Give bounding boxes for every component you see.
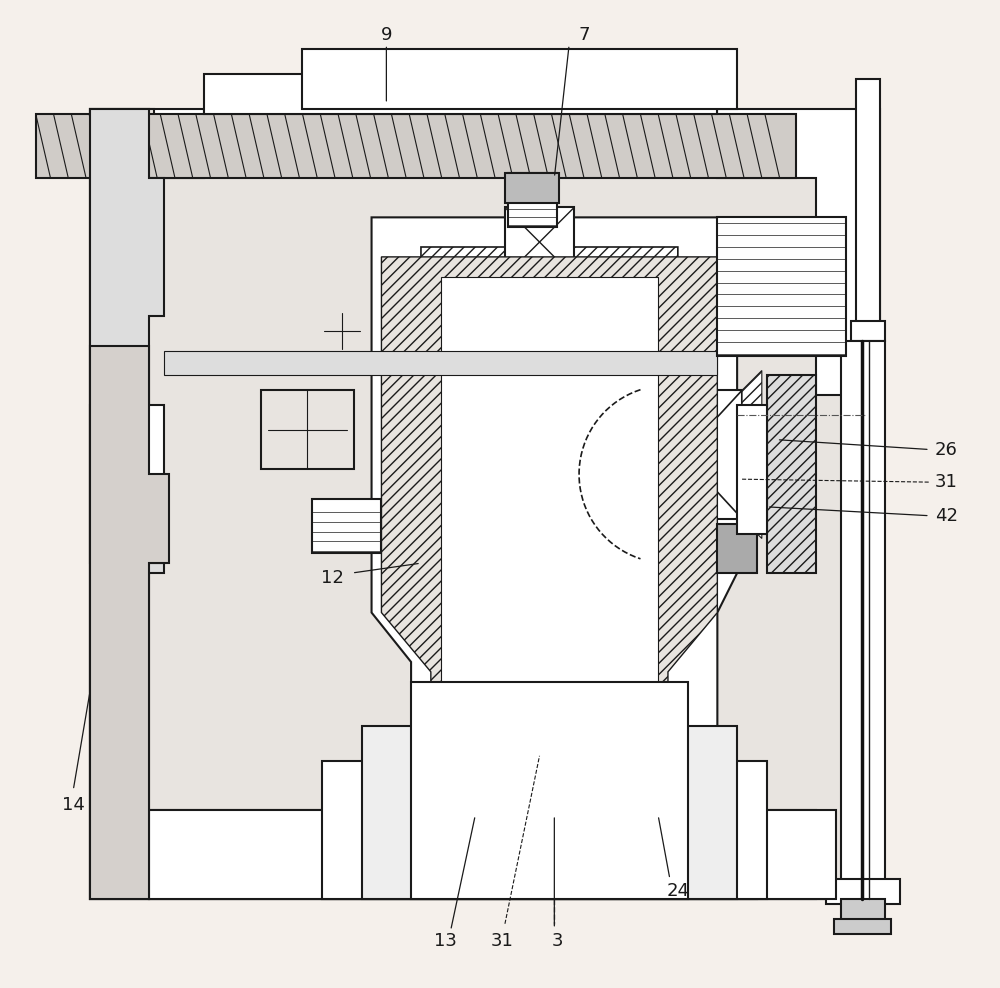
Text: 7: 7 (578, 26, 590, 43)
Bar (411, 682, 688, 899)
Bar (302, 49, 737, 109)
Text: 31: 31 (935, 473, 958, 491)
Bar (36, 114, 796, 178)
Bar (717, 524, 757, 573)
Text: 31: 31 (491, 932, 513, 949)
Polygon shape (604, 370, 624, 538)
Bar (851, 321, 885, 341)
Text: 24: 24 (666, 882, 689, 900)
Bar (441, 277, 658, 711)
Polygon shape (421, 247, 678, 731)
Polygon shape (381, 257, 717, 731)
Polygon shape (742, 370, 762, 538)
Polygon shape (372, 217, 737, 810)
Bar (717, 217, 846, 356)
Circle shape (268, 390, 347, 469)
Bar (164, 351, 717, 375)
Text: 13: 13 (434, 932, 457, 949)
Bar (90, 405, 164, 563)
Polygon shape (90, 109, 164, 899)
Text: 3: 3 (552, 932, 563, 949)
Polygon shape (737, 405, 767, 534)
Bar (322, 810, 757, 899)
Bar (508, 173, 557, 227)
Bar (322, 761, 767, 899)
Bar (261, 390, 354, 469)
Polygon shape (149, 810, 816, 899)
Bar (362, 726, 737, 899)
Bar (856, 79, 880, 326)
Circle shape (324, 313, 360, 349)
Text: 12: 12 (321, 569, 343, 587)
Bar (826, 879, 900, 904)
Text: 42: 42 (935, 507, 958, 525)
Polygon shape (767, 375, 816, 573)
Bar (505, 173, 559, 203)
Text: 14: 14 (62, 796, 85, 814)
Bar (90, 109, 880, 899)
Polygon shape (90, 109, 870, 899)
Text: 9: 9 (381, 26, 392, 43)
Bar (841, 899, 885, 924)
Bar (312, 499, 381, 553)
Text: 26: 26 (935, 441, 958, 458)
Bar (624, 390, 742, 519)
Bar (505, 207, 574, 277)
Bar (149, 810, 836, 899)
Bar (204, 74, 717, 114)
Bar (841, 341, 885, 899)
Bar (834, 919, 891, 934)
Polygon shape (90, 346, 169, 899)
